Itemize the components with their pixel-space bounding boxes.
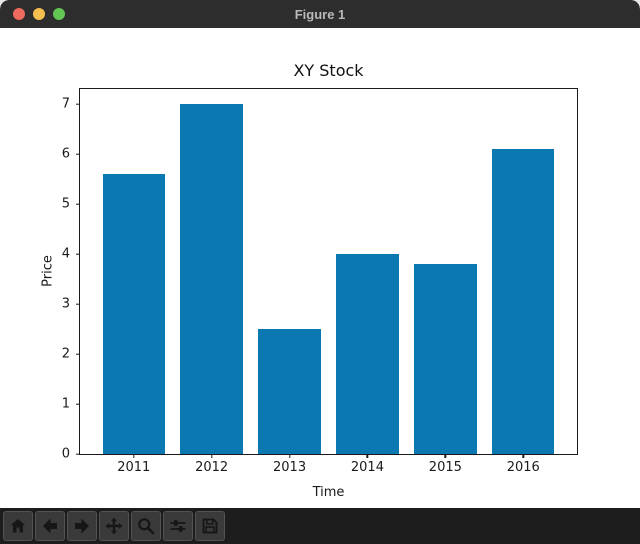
- x-tick-label: 2016: [506, 460, 540, 475]
- traffic-lights: [13, 0, 65, 28]
- x-tick-mark: [366, 454, 369, 458]
- y-tick-label: 5: [61, 196, 70, 212]
- zoom-button[interactable]: [131, 511, 161, 541]
- x-tick-mark: [133, 454, 135, 458]
- home-button[interactable]: [3, 511, 33, 541]
- titlebar[interactable]: Figure 1: [0, 0, 640, 28]
- x-tick-mark: [522, 454, 524, 458]
- home-icon: [8, 516, 28, 536]
- sliders-icon: [168, 516, 188, 536]
- x-tick-mark: [210, 454, 213, 458]
- y-tick-label: 0: [61, 446, 70, 462]
- close-button[interactable]: [13, 8, 25, 20]
- bar-2011: [102, 174, 165, 454]
- x-tick-mark: [288, 454, 291, 458]
- bar-2014: [336, 254, 399, 454]
- fullscreen-button[interactable]: [53, 8, 65, 20]
- back-button[interactable]: [35, 511, 65, 541]
- y-tick-mark: [76, 303, 80, 305]
- back-arrow-icon: [40, 516, 60, 536]
- y-tick-mark: [76, 153, 80, 155]
- x-tick-label: 2014: [350, 460, 384, 475]
- save-button[interactable]: [195, 511, 225, 541]
- y-tick-label: 6: [61, 146, 70, 162]
- x-tick-label: 2013: [273, 460, 307, 475]
- forward-button[interactable]: [67, 511, 97, 541]
- navigation-toolbar: [0, 508, 640, 544]
- pan-move-icon: [104, 516, 124, 536]
- x-tick-label: 2012: [195, 460, 229, 475]
- plot-area[interactable]: 2011 2012 2013 2014 2015 2016 0 1 2 3 4 5 6 7: [62, 88, 578, 475]
- figure-canvas: XY Stock Price 2011 2012 2013 2014 2015 2016 0…: [0, 28, 640, 508]
- x-tick-label: 2015: [428, 460, 462, 475]
- bar-2013: [258, 329, 321, 454]
- bar-2015: [414, 264, 477, 454]
- window-title: Figure 1: [294, 6, 346, 22]
- chart-title: XY Stock: [293, 61, 364, 80]
- x-tick-mark: [444, 454, 447, 458]
- magnifier-icon: [136, 516, 156, 536]
- x-axis-label: Time: [312, 485, 345, 500]
- y-tick-mark: [76, 203, 80, 205]
- bar-2016: [492, 149, 555, 454]
- minimize-button[interactable]: [33, 8, 45, 20]
- y-tick-label: 4: [61, 246, 70, 262]
- y-tick-mark: [76, 103, 80, 105]
- y-tick-label: 2: [61, 346, 70, 362]
- y-tick-mark: [76, 453, 80, 455]
- floppy-disk-icon: [200, 516, 220, 536]
- y-axis-label: Price: [40, 255, 56, 287]
- y-tick-mark: [76, 353, 80, 355]
- bar-2012: [180, 104, 243, 454]
- y-tick-label: 1: [61, 396, 70, 412]
- configure-subplots-button[interactable]: [163, 511, 193, 541]
- pan-button[interactable]: [99, 511, 129, 541]
- x-tick-label: 2011: [117, 460, 151, 475]
- y-tick-mark: [76, 253, 80, 255]
- y-tick-mark: [76, 403, 80, 405]
- y-tick-label: 3: [61, 296, 70, 312]
- forward-arrow-icon: [72, 516, 92, 536]
- y-tick-label: 7: [61, 96, 70, 112]
